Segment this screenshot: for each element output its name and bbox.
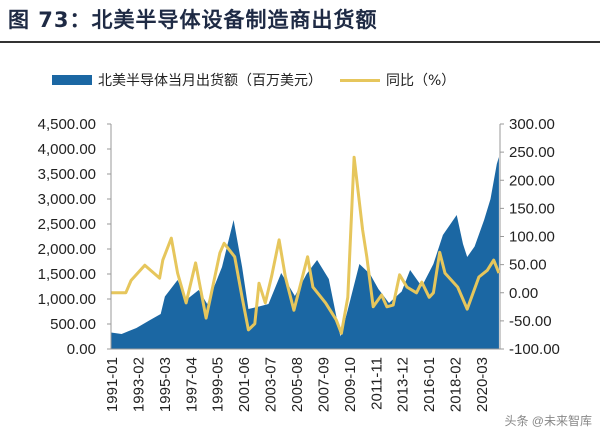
legend-swatch-yoy (340, 78, 380, 82)
right-tick-label: 200.00 (509, 172, 555, 189)
x-tick-label: 2016-01 (421, 357, 438, 412)
chart-title: 图 73：北美半导体设备制造商出货额 (8, 8, 378, 32)
x-tick-label: 2018-02 (448, 357, 465, 412)
left-tick-label: 500.00 (50, 316, 96, 333)
x-tick-label: 2013-12 (395, 357, 412, 412)
yoy-line (111, 155, 501, 335)
right-tick-label: 250.00 (509, 144, 555, 161)
legend-label-shipments: 北美半导体当月出货额（百万美元） (98, 73, 322, 89)
right-tick-label: 150.00 (509, 200, 555, 217)
x-tick-label: 2003-07 (263, 357, 280, 412)
shipments-area (111, 157, 499, 349)
x-tick-label: 2009-10 (342, 357, 359, 412)
x-tick-label: 2001-06 (236, 357, 253, 412)
x-tick-label: 1993-02 (130, 357, 147, 412)
left-tick-label: 3,000.00 (38, 191, 96, 208)
left-tick-label: 4,500.00 (38, 116, 96, 133)
right-tick-label: 100.00 (509, 229, 555, 246)
x-tick-label: 1999-05 (210, 357, 227, 412)
left-tick-label: 2,000.00 (38, 241, 96, 258)
legend-swatch-shipments (52, 75, 92, 85)
left-tick-label: 2,500.00 (38, 216, 96, 233)
legend-label-yoy: 同比（%） (386, 73, 456, 89)
x-tick-label: 2007-09 (315, 357, 332, 412)
x-tick-label: 1991-01 (104, 357, 121, 412)
x-tick-label: 2011-11 (368, 357, 385, 410)
right-tick-label: -50.00 (509, 313, 552, 330)
left-tick-label: 0.00 (67, 341, 96, 358)
left-tick-label: 3,500.00 (38, 166, 96, 183)
left-tick-label: 1,500.00 (38, 266, 96, 283)
right-tick-label: -100.00 (509, 341, 560, 358)
left-tick-label: 1,000.00 (38, 291, 96, 308)
title-divider (0, 41, 600, 43)
right-tick-label: 300.00 (509, 116, 555, 133)
x-tick-label: 2020-03 (474, 357, 491, 412)
x-tick-label: 2005-08 (289, 357, 306, 412)
right-tick-label: 0.00 (509, 285, 538, 302)
watermark: 头条 @未来智库 (504, 414, 592, 428)
right-tick-label: 50.00 (509, 257, 547, 274)
left-tick-label: 4,000.00 (38, 141, 96, 158)
x-tick-label: 1997-04 (183, 357, 200, 412)
legend: 北美半导体当月出货额（百万美元） 同比（%） (52, 70, 455, 90)
x-tick-label: 1995-03 (157, 357, 174, 412)
